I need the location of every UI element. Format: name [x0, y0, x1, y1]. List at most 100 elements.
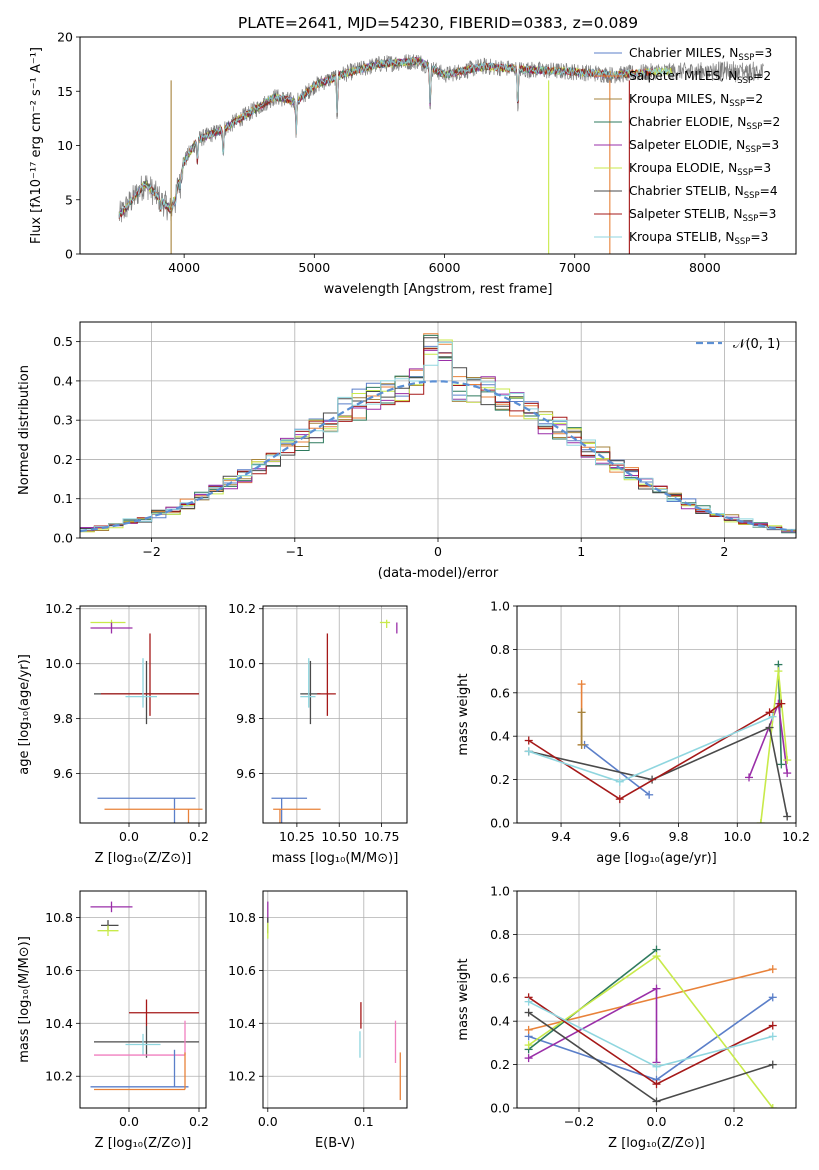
legend-entry: Salpeter MILES, NSSP=2	[629, 69, 771, 86]
axes-frame	[516, 890, 797, 1109]
plot-area	[90, 619, 203, 823]
plot-area	[524, 945, 777, 1108]
plot-area	[524, 660, 792, 823]
x-axis-label: Z [log₁₀(Z/Z⊙)]	[608, 1136, 705, 1151]
data-point	[101, 920, 119, 931]
plus-marker	[756, 819, 765, 823]
legend-entry: Chabrier STELIB, NSSP=4	[629, 184, 778, 201]
plus-marker	[768, 1104, 777, 1108]
plus-marker	[652, 952, 661, 961]
model-spectrum-line	[118, 56, 673, 219]
x-tick-label: 10.25	[279, 829, 315, 844]
x-axis-label: Z [log₁₀(Z/Z⊙)]	[95, 851, 192, 866]
x-tick-label: 8000	[689, 260, 721, 275]
data-point	[90, 622, 133, 634]
plus-marker	[768, 1032, 777, 1041]
y-tick-label: 10.8	[45, 910, 73, 925]
plus-marker	[524, 1025, 533, 1034]
y-tick-label: 0.4	[490, 1014, 510, 1029]
mass-weight-series	[528, 726, 788, 817]
panel-spectrum: 4000 5000 6000 7000 8000 0 5 10 15 20 wavelength […	[29, 30, 797, 297]
plus-marker	[765, 723, 774, 732]
data-point	[97, 925, 119, 936]
x-tick-label: 10.75	[364, 829, 400, 844]
data-point	[300, 658, 316, 708]
x-tick-label: 4000	[168, 260, 200, 275]
axes-frame	[516, 605, 797, 824]
plus-marker	[745, 773, 754, 782]
y-tick-label: 0.6	[490, 685, 510, 700]
legend-entry: Kroupa STELIB, NSSP=3	[629, 230, 768, 247]
y-tick-label: 0.2	[490, 1057, 510, 1072]
legend-entry: Chabrier ELODIE, NSSP=2	[629, 115, 780, 132]
model-spectrum-line	[118, 57, 634, 219]
plus-marker	[652, 1097, 661, 1106]
y-tick-label: 0.8	[490, 927, 510, 942]
plus-marker	[577, 740, 586, 749]
mass-weight-series	[528, 702, 782, 801]
model-spectrum-line	[118, 57, 634, 217]
y-axis-label: mass [log₁₀(M/M⊙)]	[17, 936, 32, 1063]
plus-marker	[768, 1060, 777, 1069]
spectrum-legend: Chabrier MILES, NSSP=3 Salpeter MILES, NS…	[594, 46, 780, 247]
x-axis-label: age [log₁₀(age/yr)]	[596, 851, 717, 866]
y-tick-label: 0.1	[53, 491, 73, 506]
y-tick-label: 0.5	[53, 334, 73, 349]
axes-frame	[79, 890, 207, 1109]
plus-marker	[524, 1008, 533, 1017]
model-spectrum-line	[118, 56, 634, 219]
plus-marker	[783, 769, 792, 778]
x-tick-label: 0.0	[119, 1114, 139, 1129]
mass-weight-series	[528, 996, 774, 1086]
data-point	[300, 660, 321, 725]
y-tick-label: 0	[65, 247, 73, 262]
x-tick-label: 10.2	[782, 829, 810, 844]
y-tick-label: 10.0	[228, 656, 256, 671]
y-axis-label: mass weight	[456, 673, 471, 755]
legend-entry: Salpeter ELODIE, NSSP=3	[629, 138, 779, 155]
data-point	[125, 1033, 161, 1056]
panel-mass-vs-Z: 0.0 0.2 10.2 10.4 10.6 10.8 Z [log₁₀(Z/Z⊙)] mas…	[17, 890, 209, 1151]
plus-marker	[765, 708, 774, 717]
x-tick-label: 0.1	[354, 1114, 374, 1129]
y-tick-label: 10.8	[228, 910, 256, 925]
mass-weight-series	[584, 744, 650, 796]
x-tick-label: 0.2	[189, 1114, 209, 1129]
plus-marker	[615, 777, 624, 786]
x-tick-label: 9.8	[669, 829, 689, 844]
plus-marker	[524, 1041, 533, 1050]
y-tick-label: 9.8	[236, 711, 256, 726]
legend-entry: Salpeter STELIB, NSSP=3	[629, 207, 776, 224]
x-tick-label: 0	[434, 544, 442, 559]
data-point	[90, 901, 133, 913]
data-point	[94, 1020, 186, 1056]
normal-curve	[80, 380, 794, 533]
plus-marker	[652, 1062, 661, 1071]
y-tick-label: 5	[65, 192, 73, 207]
data-point	[129, 999, 199, 1026]
x-axis-label: Z [log₁₀(Z/Z⊙)]	[95, 1136, 192, 1151]
x-tick-label: 5000	[298, 260, 330, 275]
y-tick-label: 10.2	[228, 1069, 256, 1084]
x-tick-label: 10.0	[723, 829, 751, 844]
plot-area	[80, 333, 796, 534]
x-tick-label: 2	[720, 544, 728, 559]
axes-frame	[79, 605, 207, 824]
mass-weight-series	[528, 715, 773, 783]
mass-weight-series	[528, 1000, 774, 1068]
plus-marker	[777, 699, 786, 708]
legend-entry: Kroupa ELODIE, NSSP=3	[629, 161, 771, 178]
plus-marker	[524, 736, 533, 745]
axes-frame	[262, 605, 408, 824]
plus-marker	[768, 993, 777, 1002]
y-tick-label: 9.6	[53, 766, 73, 781]
panel-mass-vs-EBV: 0.0 0.1 10.2 10.4 10.6 10.8 E(B-V)	[228, 890, 408, 1151]
y-tick-label: 10.2	[45, 1069, 73, 1084]
plot-area	[267, 901, 401, 1101]
y-tick-label: 10.4	[228, 1016, 256, 1031]
x-axis-label: mass [log₁₀(M/M⊙)]	[272, 851, 399, 866]
data-point	[101, 633, 199, 716]
plus-marker	[783, 756, 792, 765]
plot-area	[118, 54, 764, 254]
